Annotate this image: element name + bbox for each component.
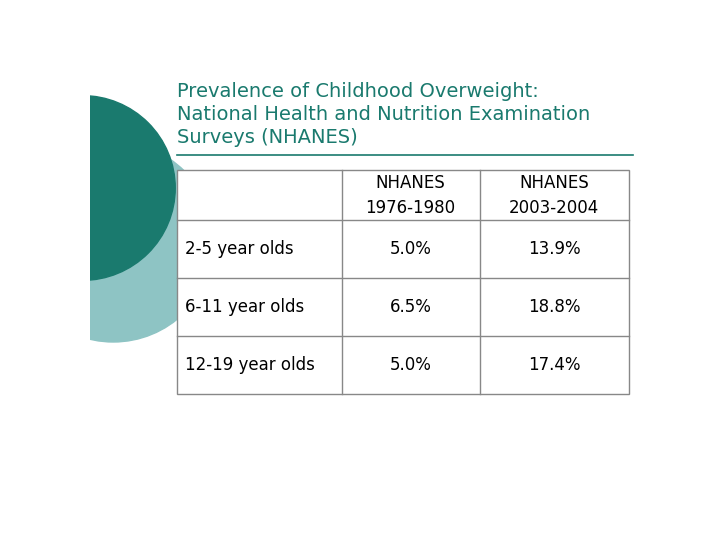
Text: Surveys (NHANES): Surveys (NHANES) <box>177 128 358 147</box>
Text: 13.9%: 13.9% <box>528 240 580 258</box>
Text: 5.0%: 5.0% <box>390 240 431 258</box>
Text: Prevalence of Childhood Overweight:: Prevalence of Childhood Overweight: <box>177 82 539 101</box>
Text: 6.5%: 6.5% <box>390 298 431 316</box>
Text: 18.8%: 18.8% <box>528 298 580 316</box>
Text: 2-5 year olds: 2-5 year olds <box>184 240 293 258</box>
Text: 5.0%: 5.0% <box>390 356 431 374</box>
Text: NHANES
1976-1980: NHANES 1976-1980 <box>366 174 456 217</box>
Circle shape <box>0 96 175 280</box>
Text: 6-11 year olds: 6-11 year olds <box>184 298 304 316</box>
Text: 12-19 year olds: 12-19 year olds <box>184 356 315 374</box>
Text: National Health and Nutrition Examination: National Health and Nutrition Examinatio… <box>177 105 590 124</box>
Bar <box>177 170 629 394</box>
Text: NHANES
2003-2004: NHANES 2003-2004 <box>509 174 599 217</box>
Text: 17.4%: 17.4% <box>528 356 580 374</box>
Circle shape <box>12 142 214 342</box>
